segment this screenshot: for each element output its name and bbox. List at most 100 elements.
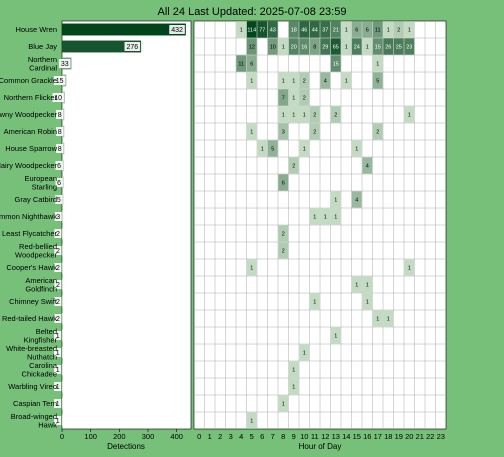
heatmap-cell-value: 1 [355, 147, 358, 153]
heatmap-cell [351, 38, 362, 55]
heatmap-cell [309, 293, 320, 310]
chart-title: All 24 Last Updated: 2025-07-08 23:59 [157, 6, 347, 18]
heatmap-grid [194, 21, 446, 429]
bar-carolina-chickadee [62, 363, 63, 376]
heatmap-cell-value: 46 [301, 28, 307, 34]
bar-value-label: 1 [56, 367, 60, 374]
heatmap-cell [299, 72, 310, 89]
heatmap-cell-value: 1 [345, 79, 348, 85]
bar-value-box [54, 382, 62, 391]
species-label: Cooper's Hawk [6, 263, 57, 272]
heatmap-cell [330, 21, 341, 38]
bar-value-label: 1 [56, 401, 60, 408]
heatmap-cell [299, 38, 310, 55]
species-label: Red-bellied Woodpecker [15, 242, 57, 260]
hour-tick-label: 9 [292, 432, 296, 441]
heatmap-cell [383, 21, 394, 38]
species-label: Northern Flicker [4, 93, 58, 102]
bar-value-label: 33 [61, 61, 69, 68]
heatmap-cell-value: 1 [292, 368, 295, 374]
bar-value-label: 1 [56, 333, 60, 340]
hour-tick-label: 16 [363, 432, 371, 441]
species-label: House Wren [15, 25, 57, 34]
bar-american-goldfinch [62, 278, 63, 291]
heatmap-cell [257, 21, 268, 38]
heatmap-cell [351, 191, 362, 208]
bar-x-tick-label: 300 [142, 432, 155, 441]
bar-red-tailed-hawk [62, 312, 63, 325]
bar-value-label: 2 [56, 299, 60, 306]
heatmap-cell-value: 20 [291, 45, 297, 51]
heatmap-cell-value: 6 [250, 62, 253, 68]
heatmap-cell [236, 21, 247, 38]
hour-tick-label: 14 [342, 432, 350, 441]
bar-value-label: 8 [58, 129, 62, 136]
bar-common-nighthawk [62, 210, 63, 223]
heatmap-cell [246, 38, 257, 55]
bar-value-box [54, 416, 62, 425]
heatmap-cell [362, 157, 373, 174]
bar-value-label: 6 [57, 180, 61, 187]
bar-gray-catbird [62, 193, 64, 206]
heatmap-cell [404, 21, 415, 38]
heatmap-cell-value: 1 [292, 113, 295, 119]
heatmap-cell-value: 1 [366, 300, 369, 306]
heatmap-cell [404, 38, 415, 55]
heatmap-cell [351, 21, 362, 38]
bar-value-box [54, 348, 62, 357]
species-label: Chimney Swift [9, 297, 58, 306]
heatmap-cell-value: 1 [376, 62, 379, 68]
heatmap-cell [320, 21, 331, 38]
heatmap-cell-value: 1 [250, 419, 253, 425]
heatmap-cell-value: 1 [250, 266, 253, 272]
heatmap-cell-value: 25 [396, 45, 402, 51]
bar-x-axis: 0 100 200 300 400 [60, 429, 183, 441]
heatmap-cell-value: 1 [355, 283, 358, 289]
hour-tick-label: 4 [239, 432, 243, 441]
heatmap-cell-value: 43 [270, 28, 276, 34]
bar-value-box [54, 229, 62, 238]
heatmap-cell [299, 344, 310, 361]
heatmap-cell [278, 174, 289, 191]
heatmap-cell-value: 3 [282, 130, 285, 136]
species-label: European Starling [24, 174, 57, 192]
heatmap-cell-value: 1 [366, 45, 369, 51]
heatmap-cell-value: 12 [249, 45, 255, 51]
bar-value-box [55, 178, 63, 187]
heatmap-cell [246, 72, 257, 89]
hour-tick-label: 7 [271, 432, 275, 441]
heatmap-cell-value: 2 [292, 164, 295, 170]
heatmap-cell [278, 106, 289, 123]
bar-value-box [54, 263, 62, 272]
heatmap-cell [330, 191, 341, 208]
bar-value-box [169, 25, 185, 34]
heatmap-cell [267, 38, 278, 55]
heatmap-cell [330, 327, 341, 344]
bar-value-box [56, 110, 64, 119]
heatmap-cell-value: 1 [303, 351, 306, 357]
bar-value-box [54, 365, 62, 374]
hour-tick-label: 18 [384, 432, 392, 441]
bar-value-box [54, 297, 62, 306]
heatmap-cell-value: 8 [313, 45, 316, 51]
heatmap-cell-value: 21 [333, 28, 339, 34]
heatmap-cell [341, 72, 352, 89]
species-label: Blue Jay [28, 42, 57, 51]
heatmap-cell-value: 24 [354, 45, 360, 51]
heatmap-cell-value: 1 [313, 300, 316, 306]
heatmap-cell [351, 276, 362, 293]
heatmap-cell-value: 1 [292, 385, 295, 391]
heatmap-cell [267, 21, 278, 38]
heatmap-cell-value: 1 [250, 130, 253, 136]
heatmap-cell [309, 123, 320, 140]
heatmap-cell [404, 106, 415, 123]
bar-caspian-tern [62, 397, 63, 410]
hour-tick-label: 8 [281, 432, 285, 441]
heatmap-cell-value: 1 [334, 198, 337, 204]
heatmap-cell [309, 208, 320, 225]
bar-house-wren [62, 23, 186, 36]
bar-x-tick-label: 0 [60, 432, 64, 441]
bar-value-box [56, 127, 64, 136]
bar-value-box [54, 314, 62, 323]
